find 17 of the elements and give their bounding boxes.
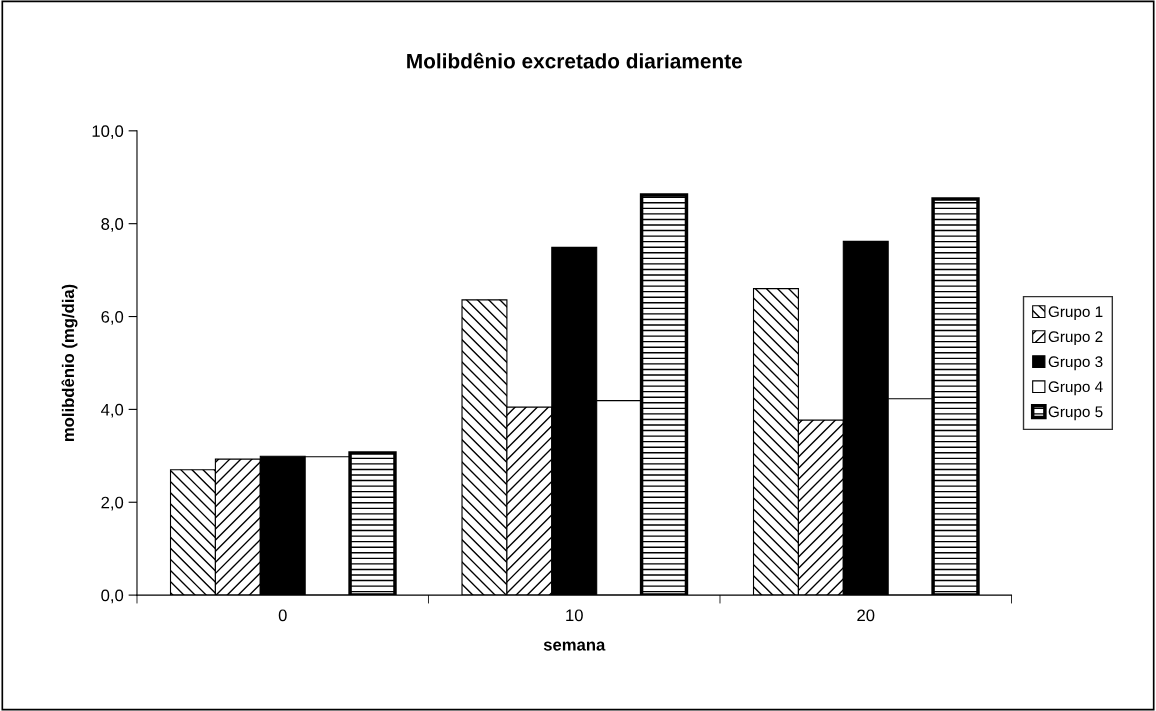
chart-title: Molibdênio excretado diariamente — [407, 52, 742, 69]
y-tick-label: 10,0 — [92, 125, 124, 139]
legend-label: Grupo 5 — [1048, 406, 1103, 421]
x-tick-label: 10 — [566, 609, 583, 622]
y-tick-label: 6,0 — [101, 310, 124, 325]
x-axis-title: semana — [543, 641, 606, 651]
y-tick-label: 2,0 — [101, 496, 124, 511]
y-axis-title: molibdênio (mg/dia) — [61, 284, 78, 442]
legend-label: Grupo 2 — [1048, 331, 1103, 346]
y-tick-label: 0,0 — [101, 589, 124, 604]
y-tick-label: 8,0 — [101, 218, 124, 232]
legend-label: Grupo 3 — [1048, 356, 1103, 371]
legend-label: Grupo 4 — [1048, 381, 1103, 396]
x-tick-label: 0 — [278, 609, 287, 622]
y-tick-label: 4,0 — [101, 403, 124, 418]
x-tick-label: 20 — [857, 609, 875, 622]
legend-label: Grupo 1 — [1048, 306, 1103, 321]
